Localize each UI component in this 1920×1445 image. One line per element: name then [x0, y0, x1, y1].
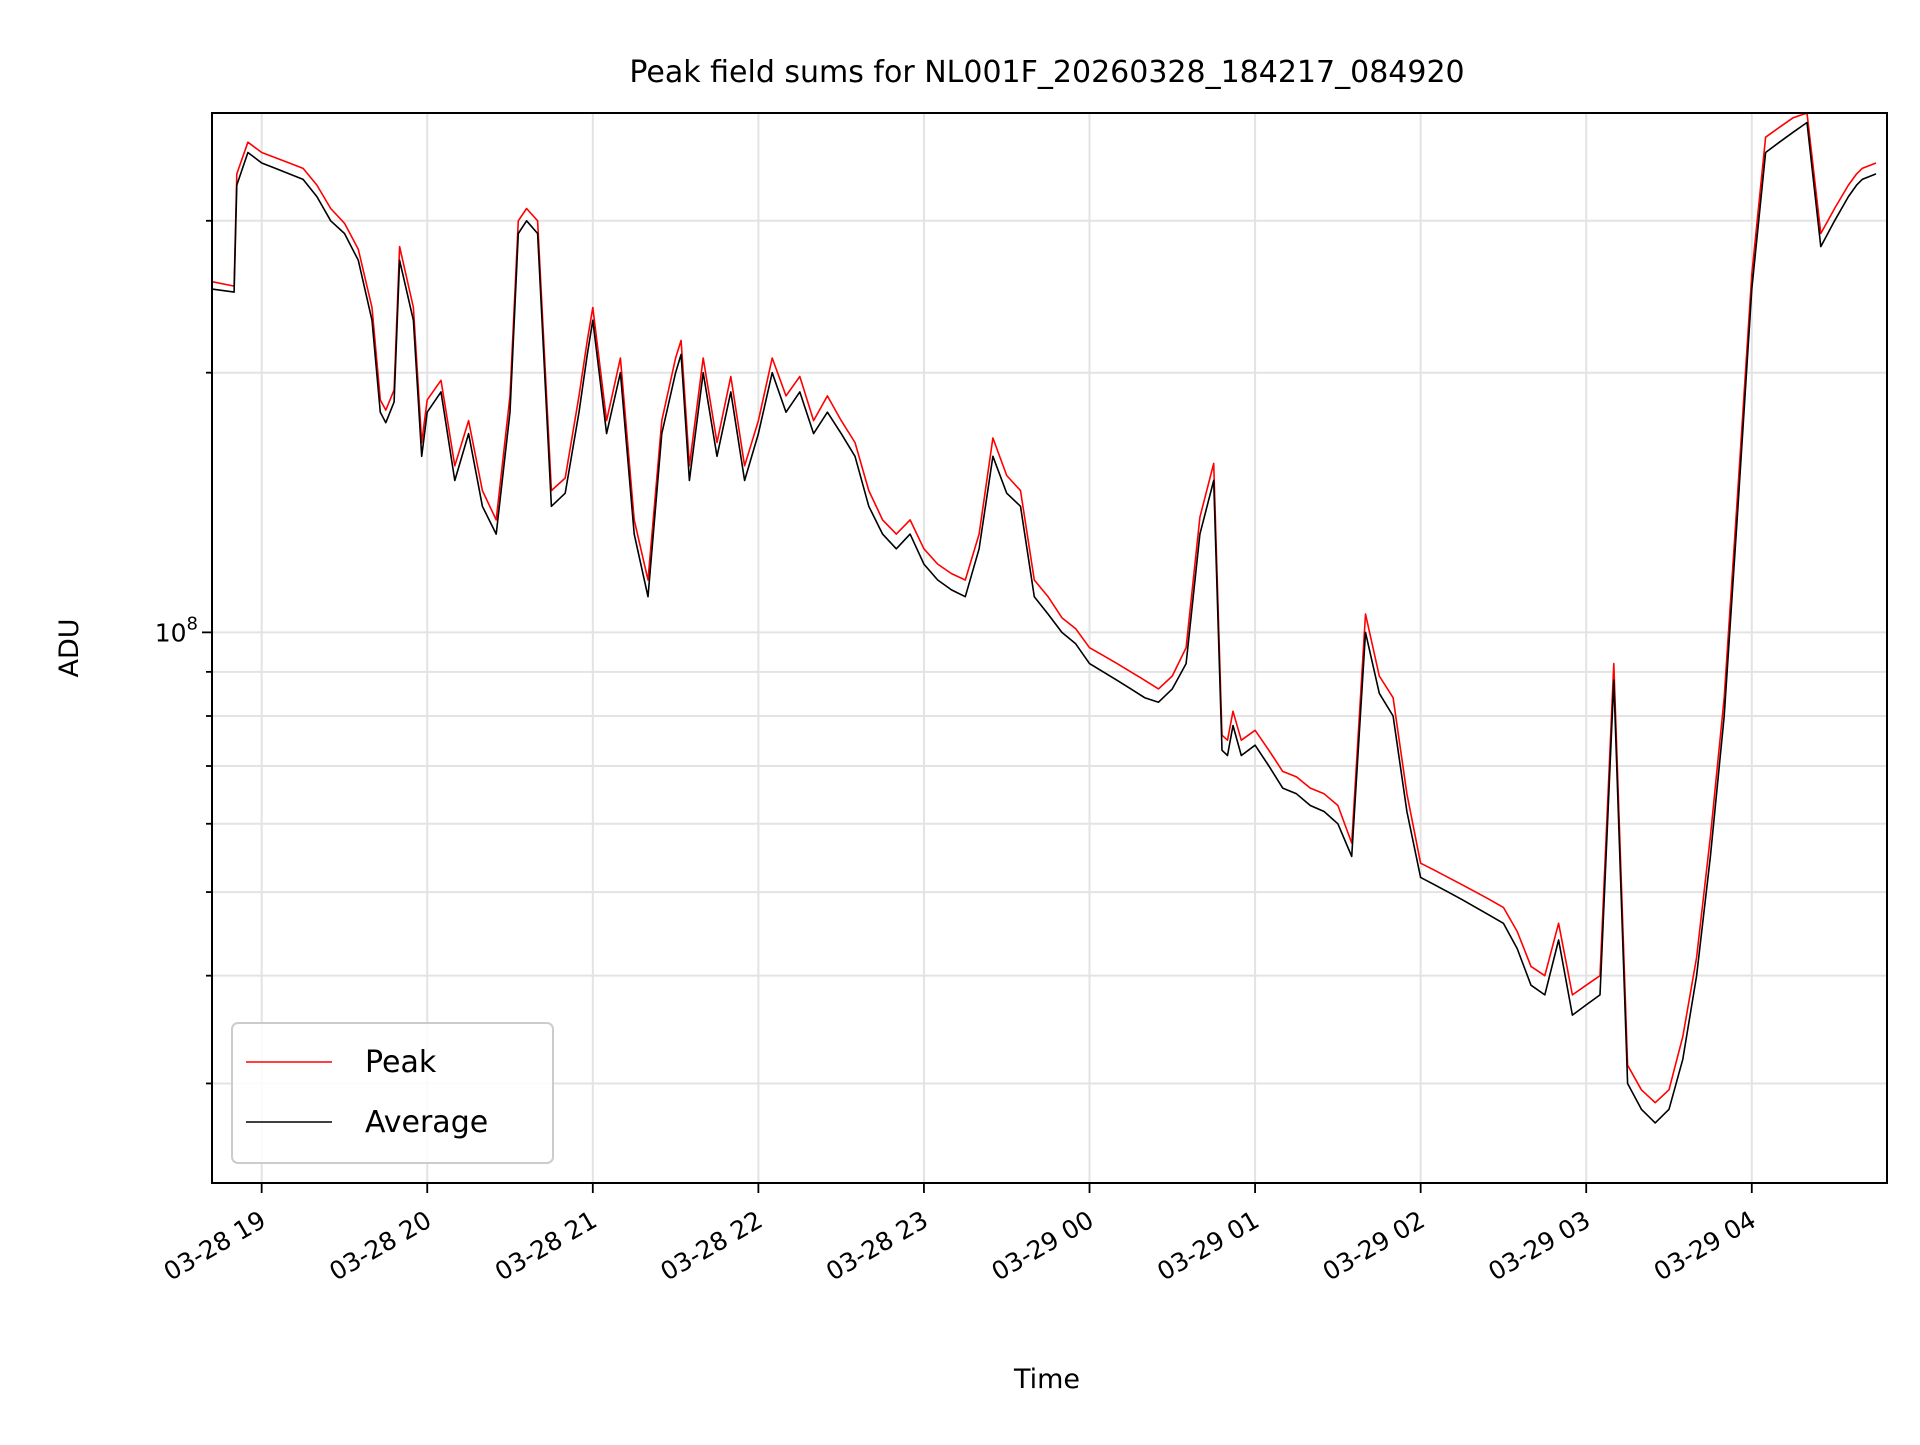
series-line-peak	[212, 113, 1877, 1104]
legend: Peak Average	[231, 1022, 554, 1164]
y-axis-label: ADU	[54, 618, 85, 677]
plot-frame	[211, 112, 1888, 1184]
legend-box	[231, 1022, 554, 1164]
y-tick-label: 108	[155, 613, 198, 647]
series-line-average	[212, 121, 1877, 1124]
y-tick-exponent: 8	[187, 613, 198, 634]
legend-label-average: Average	[365, 1105, 488, 1140]
series-layer	[212, 113, 1877, 1124]
x-axis-label: Time	[1013, 1364, 1080, 1395]
y-tick-base: 10	[155, 618, 187, 647]
chart-title: Peak field sums for NL001F_20260328_1842…	[629, 55, 1464, 90]
legend-label-peak: Peak	[365, 1045, 437, 1080]
